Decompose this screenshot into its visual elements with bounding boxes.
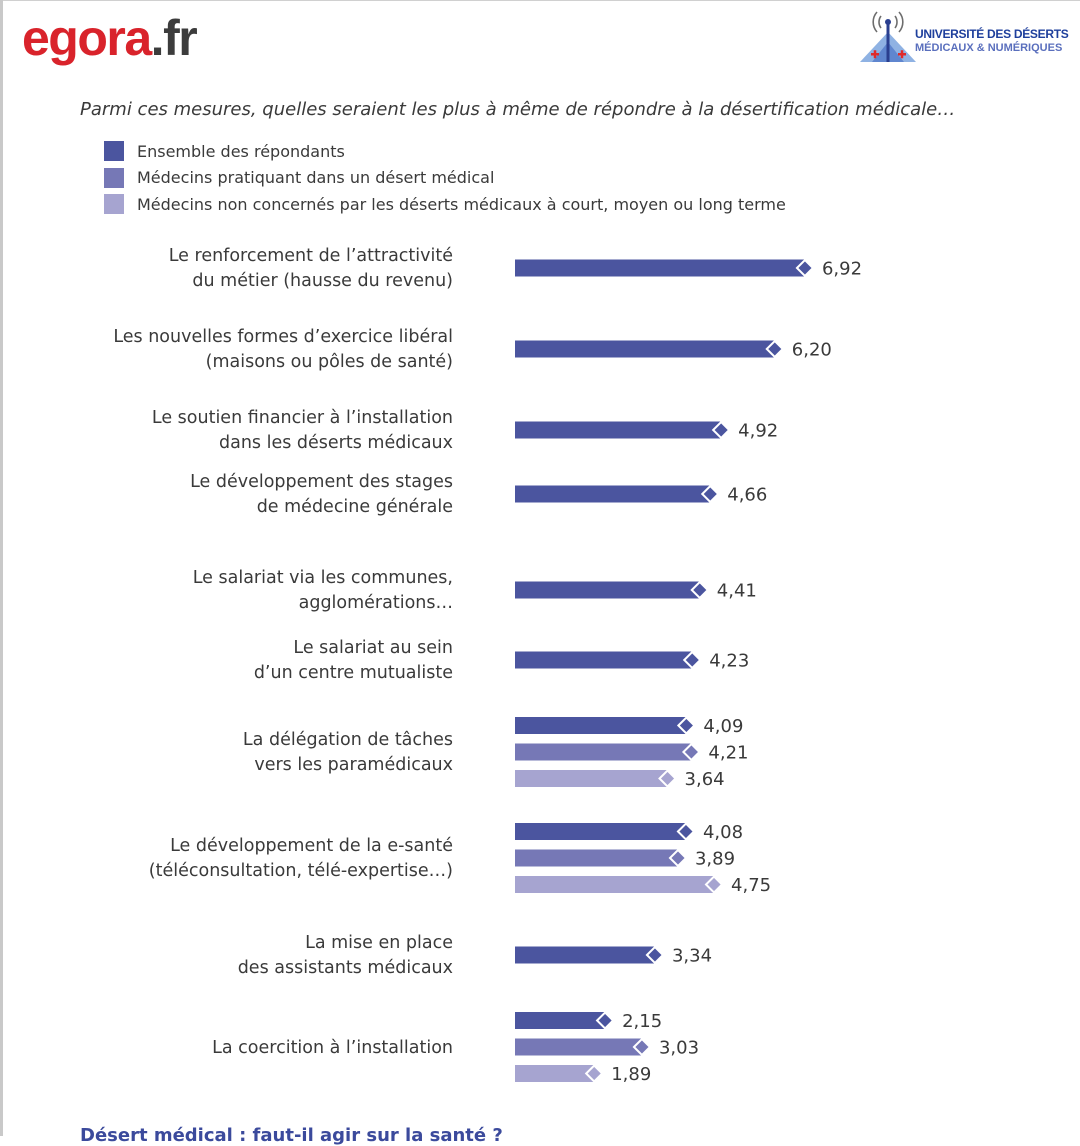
legend-item-desert: Médecins pratiquant dans un désert médic…	[104, 165, 786, 192]
data-label: 4,92	[738, 421, 778, 442]
bar	[515, 1012, 606, 1029]
bar-end-marker	[595, 1011, 615, 1030]
bar-end-marker	[681, 742, 701, 762]
category-label-line: Le renforcement de l’attractivité	[168, 246, 453, 266]
bar-end-marker	[668, 848, 688, 868]
category-label-line: La coercition à l’installation	[212, 1037, 453, 1058]
legend-item-non-concernes: Médecins non concernés par les déserts m…	[104, 191, 786, 218]
data-label: 4,66	[727, 485, 767, 506]
data-label: 1,89	[611, 1064, 651, 1085]
category-label: La coercition à l’installation	[33, 1036, 453, 1061]
bar	[515, 743, 692, 761]
bar	[515, 849, 678, 867]
antenna-icon	[860, 11, 916, 62]
category-label-line: (téléconsultation, télé-expertise…)	[148, 861, 453, 881]
chart-title: Parmi ces mesures, quelles seraient les …	[80, 99, 956, 120]
data-label: 4,09	[703, 716, 743, 737]
category-label-line: du métier (hausse du revenu)	[192, 271, 453, 291]
category-label-line: de médecine générale	[256, 497, 453, 517]
legend-label: Médecins pratiquant dans un désert médic…	[137, 168, 495, 188]
data-label: 4,75	[731, 875, 771, 896]
data-label: 4,21	[708, 743, 748, 764]
data-label: 6,20	[792, 340, 832, 361]
brand-name: egora	[22, 10, 152, 66]
category-label-line: Le développement de la e-santé	[170, 836, 453, 856]
data-label: 3,89	[695, 849, 735, 870]
data-label: 3,03	[659, 1038, 699, 1059]
category-label-line: Le soutien financier à l’installation	[151, 408, 453, 428]
bar	[515, 485, 711, 503]
bar	[515, 1038, 642, 1056]
legend-label: Médecins non concernés par les déserts m…	[137, 194, 786, 214]
legend-label: Ensemble des répondants	[137, 141, 345, 161]
legend-swatch	[104, 141, 124, 162]
bar	[515, 651, 693, 669]
bar	[515, 421, 722, 439]
category-label-line: dans les déserts médicaux	[219, 433, 453, 453]
bar-end-marker	[795, 258, 815, 278]
category-label-line: des assistants médicaux	[237, 958, 453, 978]
bar	[515, 770, 668, 787]
egora-logo[interactable]: egora.fr	[22, 8, 198, 68]
legend-swatch	[104, 167, 124, 188]
legend-item-ensemble: Ensemble des répondants	[104, 138, 786, 165]
bar-end-marker	[584, 1064, 604, 1083]
top-rule	[0, 0, 1080, 1]
category-label: Le développement des stages de médecine g…	[33, 470, 453, 520]
data-label: 3,34	[672, 946, 712, 967]
universite-deserts-logo: UNIVERSITÉ DES DÉSERTS MÉDICAUX & NUMÉRI…	[858, 10, 1069, 70]
bar-end-marker	[632, 1037, 652, 1057]
bar	[515, 581, 700, 599]
category-label-line: d’un centre mutualiste	[253, 663, 453, 683]
category-label-line: La délégation de tâches	[242, 730, 453, 750]
bar	[515, 717, 687, 734]
category-label: Le renforcement de l’attractivité du méti…	[33, 244, 453, 294]
category-label: Les nouvelles formes d’exercice libéral (…	[33, 325, 453, 375]
bar	[515, 1065, 595, 1082]
category-label: Le salariat via les communes, agglomérati…	[33, 566, 453, 616]
data-label: 6,92	[822, 259, 862, 280]
category-label-line: Le salariat via les communes,	[192, 568, 453, 588]
bar	[515, 876, 715, 893]
bar	[515, 823, 686, 840]
category-label-line: (maisons ou pôles de santé)	[205, 352, 453, 372]
data-label: 3,64	[685, 769, 725, 790]
bar-end-marker	[645, 945, 665, 965]
data-label: 4,23	[709, 651, 749, 672]
data-label: 4,08	[703, 822, 743, 843]
chart-legend: Ensemble des répondants Médecins pratiqu…	[104, 138, 786, 218]
bar-end-marker	[676, 716, 696, 735]
category-label: La mise en place des assistants médicaux	[33, 931, 453, 981]
bar-end-marker	[700, 484, 720, 504]
category-label: Le développement de la e-santé (téléconsu…	[33, 834, 453, 884]
logo-line-1: UNIVERSITÉ DES DÉSERTS	[915, 27, 1069, 41]
left-rule	[0, 0, 3, 1136]
bar-end-marker	[711, 420, 731, 440]
legend-swatch	[104, 194, 124, 215]
category-label-line: vers les paramédicaux	[254, 755, 453, 775]
category-label-line: La mise en place	[305, 933, 453, 953]
bar-end-marker	[765, 339, 785, 359]
bar-end-marker	[690, 580, 710, 600]
bar-end-marker	[682, 650, 702, 670]
category-label-line: Le développement des stages	[190, 472, 453, 492]
category-label: Le salariat au sein d’un centre mutualist…	[33, 636, 453, 686]
category-label-line: agglomérations…	[298, 593, 453, 613]
logo-line-2: MÉDICAUX & NUMÉRIQUES	[915, 42, 1063, 54]
brand-tld: .fr	[150, 10, 198, 66]
bar	[515, 946, 655, 964]
category-label-line: Le salariat au sein	[293, 638, 453, 658]
bar	[515, 259, 805, 277]
category-label: Le soutien financier à l’installation dan…	[33, 406, 453, 456]
bar-end-marker	[704, 875, 724, 894]
category-label: La délégation de tâches vers les paramédi…	[33, 728, 453, 778]
bar-end-marker	[676, 822, 696, 841]
data-label: 4,41	[717, 581, 757, 602]
bar-end-marker	[658, 769, 677, 788]
category-label-line: Les nouvelles formes d’exercice libéral	[113, 327, 453, 347]
bar	[515, 340, 775, 358]
data-label: 2,15	[622, 1011, 662, 1032]
